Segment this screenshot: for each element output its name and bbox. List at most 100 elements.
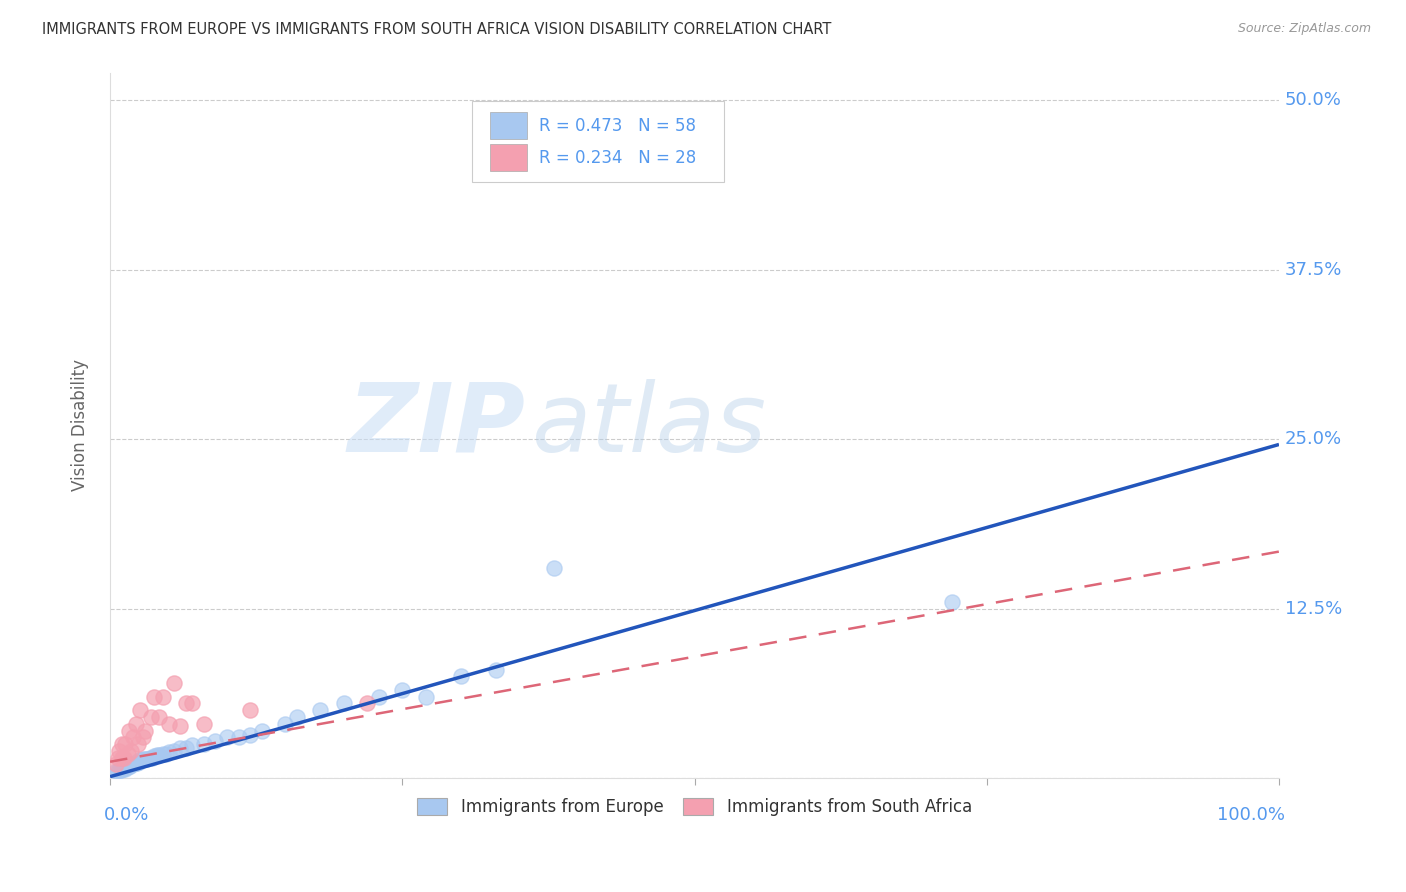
Point [174, 697, 197, 711]
Point [131, 753, 153, 767]
Text: atlas: atlas [531, 379, 766, 472]
Text: 25.0%: 25.0% [1285, 430, 1341, 448]
Point [128, 755, 150, 769]
Point [148, 747, 170, 762]
Point [152, 747, 174, 761]
Text: ZIP: ZIP [347, 379, 524, 472]
Point [121, 757, 143, 772]
Point [134, 752, 156, 766]
Point [163, 744, 186, 758]
Point [111, 762, 134, 776]
Point [127, 737, 149, 751]
Text: 100.0%: 100.0% [1216, 806, 1285, 824]
Point [180, 697, 202, 711]
Text: IMMIGRANTS FROM EUROPE VS IMMIGRANTS FROM SOUTH AFRICA VISION DISABILITY CORRELA: IMMIGRANTS FROM EUROPE VS IMMIGRANTS FRO… [42, 22, 831, 37]
Point [104, 764, 127, 779]
Point [110, 763, 132, 777]
Point [108, 763, 131, 777]
Point [143, 690, 166, 704]
Point [163, 676, 186, 690]
Text: R = 0.473   N = 58: R = 0.473 N = 58 [538, 117, 696, 135]
Point [180, 739, 202, 753]
Point [215, 731, 238, 745]
Point [274, 716, 297, 731]
Point [169, 719, 191, 733]
Point [174, 741, 197, 756]
Text: 37.5%: 37.5% [1285, 260, 1343, 278]
Point [250, 723, 273, 738]
Point [111, 750, 134, 764]
Point [111, 762, 134, 776]
Point [134, 723, 156, 738]
Point [127, 755, 149, 769]
Point [228, 731, 250, 745]
Point [356, 697, 378, 711]
Point [111, 737, 134, 751]
Point [152, 690, 174, 704]
Point [485, 663, 508, 677]
Point [107, 750, 129, 764]
Point [157, 745, 180, 759]
Point [118, 723, 141, 738]
Point [193, 737, 215, 751]
Point [132, 752, 155, 766]
Point [143, 749, 166, 764]
Point [125, 716, 148, 731]
Point [239, 728, 262, 742]
Point [146, 747, 169, 762]
Legend: Immigrants from Europe, Immigrants from South Africa: Immigrants from Europe, Immigrants from … [411, 791, 979, 822]
Point [114, 762, 136, 776]
Point [112, 750, 135, 764]
Point [104, 757, 127, 772]
Point [333, 697, 356, 711]
Point [139, 710, 162, 724]
Point [193, 716, 215, 731]
Point [129, 703, 152, 717]
Point [941, 595, 963, 609]
Point [139, 750, 162, 764]
Text: 12.5%: 12.5% [1285, 599, 1343, 617]
Point [115, 760, 138, 774]
Point [117, 747, 139, 761]
Point [114, 737, 136, 751]
Point [122, 731, 145, 745]
Point [107, 764, 129, 779]
Point [285, 710, 308, 724]
Point [543, 561, 565, 575]
Point [132, 731, 155, 745]
Point [128, 753, 150, 767]
Text: Source: ZipAtlas.com: Source: ZipAtlas.com [1237, 22, 1371, 36]
Text: 0.0%: 0.0% [104, 806, 149, 824]
Point [120, 744, 142, 758]
Point [309, 703, 332, 717]
FancyBboxPatch shape [472, 101, 724, 182]
Point [129, 753, 152, 767]
Point [117, 760, 139, 774]
Point [368, 690, 391, 704]
Point [157, 716, 180, 731]
Point [112, 760, 135, 774]
Point [118, 759, 141, 773]
Point [124, 756, 146, 770]
Point [415, 690, 437, 704]
Point [148, 710, 170, 724]
Point [391, 682, 413, 697]
Text: 50.0%: 50.0% [1285, 91, 1341, 109]
Y-axis label: Vision Disability: Vision Disability [72, 359, 89, 491]
Point [122, 757, 145, 772]
Point [136, 752, 159, 766]
Point [117, 759, 139, 773]
Point [239, 703, 262, 717]
Point [450, 669, 472, 683]
Point [120, 757, 142, 772]
Point [125, 756, 148, 770]
Point [111, 760, 134, 774]
FancyBboxPatch shape [489, 112, 527, 139]
Point [204, 734, 226, 748]
Point [108, 744, 131, 758]
Point [118, 759, 141, 773]
Point [169, 741, 191, 756]
FancyBboxPatch shape [489, 145, 527, 171]
Point [155, 747, 177, 761]
Text: R = 0.234   N = 28: R = 0.234 N = 28 [538, 149, 696, 167]
